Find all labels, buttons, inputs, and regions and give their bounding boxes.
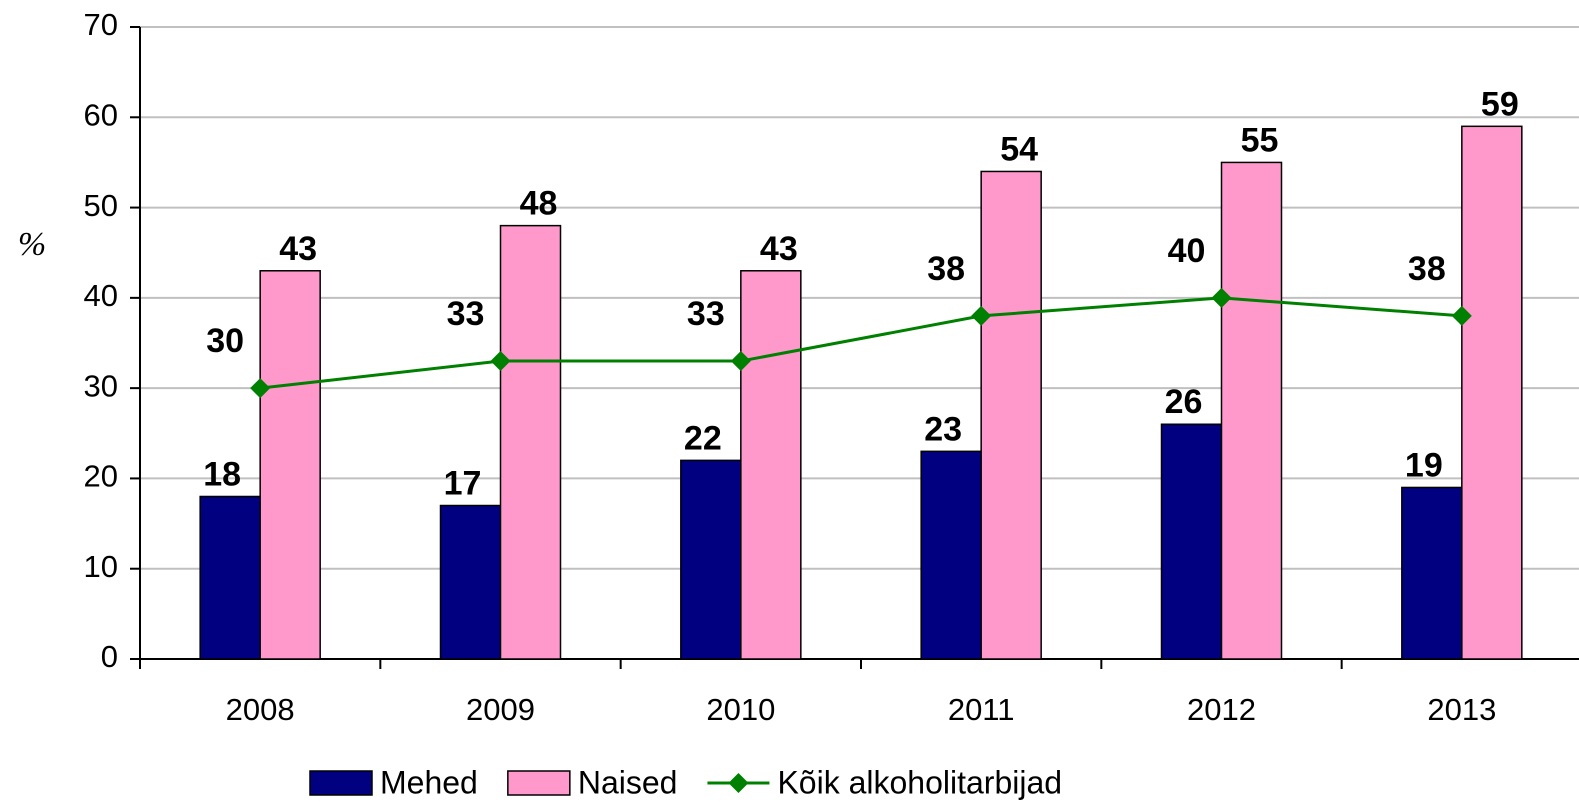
bar <box>1220 161 1283 660</box>
y-tick-label: 50 <box>84 188 118 223</box>
bar <box>680 459 742 660</box>
value-label: 22 <box>684 419 722 457</box>
line <box>259 296 1462 390</box>
x-tick-label: 2012 <box>1187 692 1256 727</box>
value-label: 55 <box>1241 121 1279 159</box>
value-label: 40 <box>1168 232 1206 270</box>
line-marker <box>1451 305 1472 326</box>
value-label: 48 <box>520 185 558 223</box>
line-marker <box>971 305 992 326</box>
x-tick-label: 2013 <box>1427 692 1496 727</box>
value-label: 18 <box>203 455 241 493</box>
line-marker <box>1211 287 1232 308</box>
value-label: 17 <box>444 464 482 502</box>
legend-swatch <box>507 770 571 796</box>
x-tick-label: 2009 <box>466 692 535 727</box>
value-label: 19 <box>1405 446 1443 484</box>
bar <box>740 270 802 660</box>
legend-label: Kõik alkoholitarbijad <box>777 764 1062 800</box>
value-label: 23 <box>924 410 962 448</box>
line-marker <box>730 351 751 372</box>
y-tick-label: 10 <box>84 549 118 584</box>
y-tick-label: 30 <box>84 368 118 403</box>
x-tick-label: 2008 <box>226 692 295 727</box>
bar <box>439 504 502 660</box>
bar <box>1160 423 1223 660</box>
bar <box>1401 486 1463 660</box>
line-marker <box>490 351 511 372</box>
value-label: 33 <box>447 295 485 333</box>
legend-swatch <box>309 770 373 796</box>
y-tick-label: 40 <box>84 278 118 313</box>
bar <box>980 170 1042 660</box>
legend-marker <box>728 773 749 793</box>
y-tick-label: 70 <box>84 7 118 42</box>
legend-label: Mehed <box>380 764 478 800</box>
bar <box>920 450 982 660</box>
value-label: 30 <box>206 322 244 360</box>
value-label: 33 <box>687 295 725 333</box>
value-label: 26 <box>1165 383 1203 421</box>
y-tick-label: 20 <box>84 459 118 494</box>
bar <box>1461 125 1523 660</box>
bar <box>199 495 261 660</box>
value-label: 38 <box>1408 250 1446 288</box>
value-label: 43 <box>760 230 798 268</box>
y-axis-label: % <box>18 226 46 263</box>
y-tick-label: 60 <box>84 97 118 132</box>
value-label: 59 <box>1481 85 1519 123</box>
value-label: 38 <box>927 250 965 288</box>
value-label: 54 <box>1000 130 1038 168</box>
line-marker <box>250 378 271 399</box>
legend-label: Naised <box>578 764 678 800</box>
bar <box>259 270 321 660</box>
x-tick-label: 2011 <box>948 692 1015 727</box>
x-tick-label: 2010 <box>706 692 775 727</box>
y-tick-label: 0 <box>101 639 118 674</box>
value-label: 43 <box>279 230 317 268</box>
bar <box>499 224 562 660</box>
